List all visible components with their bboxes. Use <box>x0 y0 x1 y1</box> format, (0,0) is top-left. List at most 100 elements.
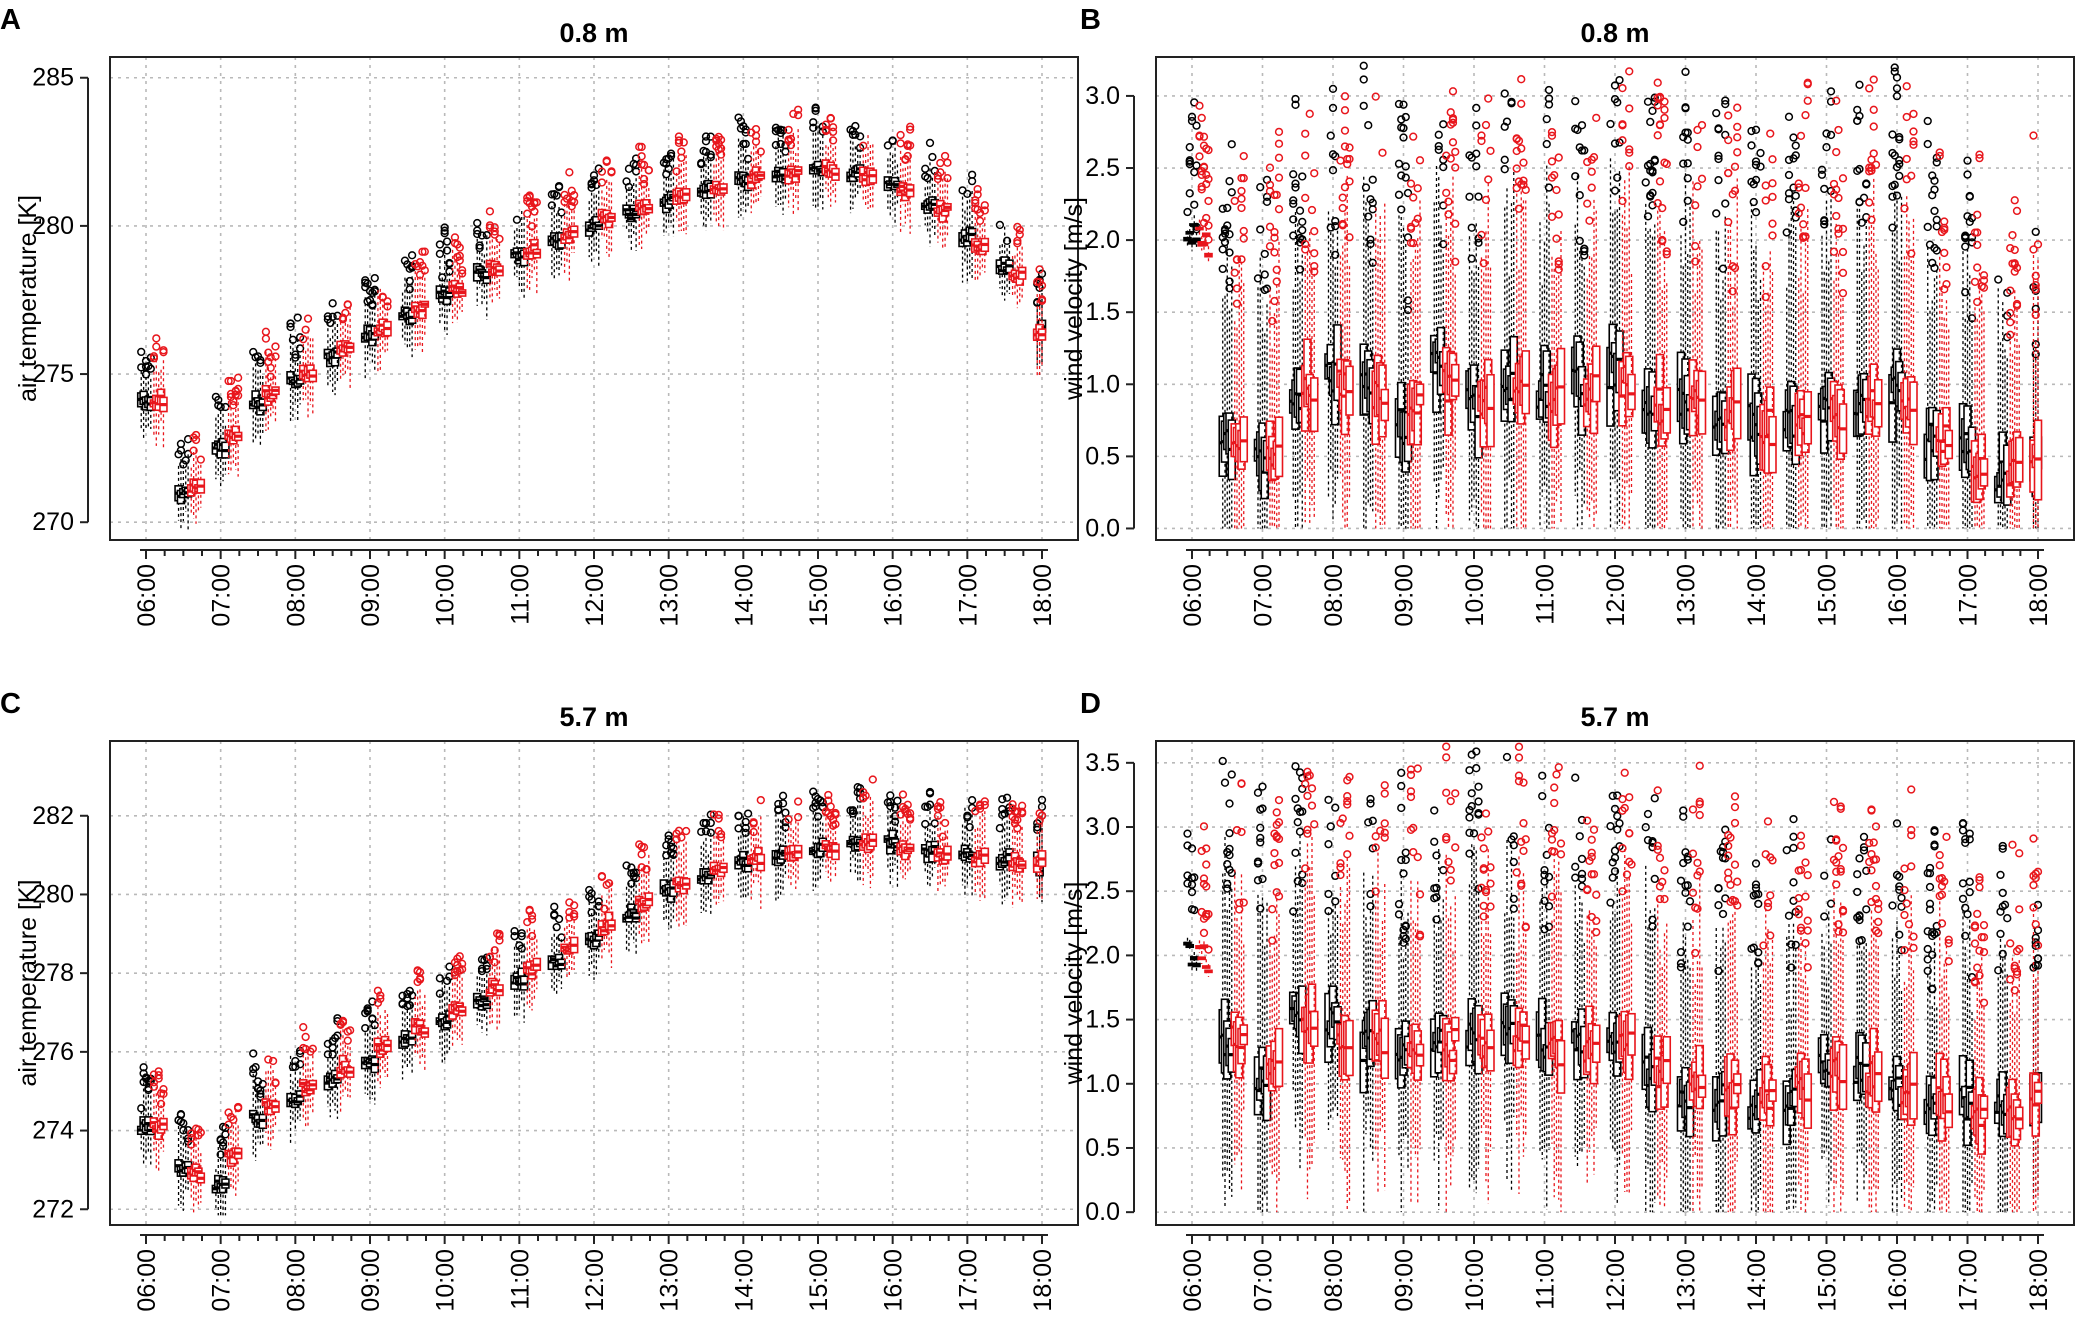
outlier <box>1580 244 1589 254</box>
outlier <box>1451 147 1460 157</box>
x-tick-label: 07:00 <box>208 564 236 627</box>
outlier <box>1343 850 1352 859</box>
outlier <box>1409 132 1418 141</box>
outlier <box>1451 843 1460 852</box>
y-tick-label: 276 <box>32 1038 74 1066</box>
outlier <box>1587 183 1596 192</box>
outlier <box>701 132 711 141</box>
outlier <box>440 226 449 235</box>
outlier <box>1895 135 1904 144</box>
outlier <box>1474 810 1483 819</box>
outlier <box>1394 159 1404 168</box>
outlier <box>251 1062 260 1072</box>
outlier <box>714 810 723 820</box>
outlier <box>1401 855 1410 865</box>
outlier <box>1446 876 1455 885</box>
outlier <box>420 266 429 275</box>
outlier <box>1190 905 1199 915</box>
outlier <box>784 815 793 824</box>
outlier <box>330 1033 340 1043</box>
outlier <box>589 171 599 180</box>
outlier <box>1474 238 1483 247</box>
outlier <box>1220 229 1230 238</box>
outlier <box>1439 240 1448 249</box>
outlier <box>368 300 377 309</box>
outlier <box>1712 108 1721 118</box>
outlier <box>1270 233 1279 242</box>
outlier <box>1514 136 1524 146</box>
outlier <box>1681 104 1690 113</box>
outlier <box>271 1079 280 1088</box>
outlier <box>1519 778 1528 787</box>
outlier <box>1406 770 1416 780</box>
box <box>1486 1029 1495 1072</box>
outlier <box>1310 820 1319 829</box>
plot-frame <box>1155 56 2075 541</box>
outlier <box>1265 222 1275 231</box>
outlier <box>1625 104 1634 113</box>
outlier <box>1655 882 1665 891</box>
outlier <box>1517 144 1526 153</box>
outlier <box>706 818 715 828</box>
outlier <box>903 151 912 161</box>
outlier <box>1331 216 1340 226</box>
outlier <box>813 812 823 821</box>
outlier <box>1791 141 1800 150</box>
outlier <box>1394 910 1404 919</box>
outlier <box>905 125 915 134</box>
outlier <box>1361 183 1371 192</box>
outlier <box>1930 176 1939 185</box>
outlier <box>490 227 499 236</box>
outlier <box>1413 184 1422 193</box>
outlier <box>1820 912 1829 921</box>
outlier <box>1721 199 1730 208</box>
outlier <box>1472 149 1481 158</box>
x-tick-label: 15:00 <box>1814 564 1842 627</box>
outlier <box>435 249 445 258</box>
outlier <box>600 904 609 913</box>
series-red <box>1195 742 2043 1213</box>
outlier <box>778 126 788 135</box>
outlier <box>1434 141 1443 151</box>
outlier <box>1291 794 1300 804</box>
outlier <box>1225 799 1234 808</box>
outlier <box>413 262 422 271</box>
series-red <box>149 775 1047 1216</box>
outlier <box>749 818 758 827</box>
box <box>1591 345 1601 403</box>
outlier <box>1301 129 1310 138</box>
outlier <box>1401 112 1410 122</box>
outlier <box>1641 178 1650 187</box>
outlier <box>2006 308 2015 318</box>
outlier <box>1721 96 1730 105</box>
outlier <box>905 809 915 818</box>
outlier <box>214 395 223 405</box>
outlier <box>896 139 905 148</box>
outlier <box>1975 153 1984 163</box>
outlier <box>1340 106 1350 115</box>
outlier <box>741 828 750 837</box>
outlier <box>2031 227 2040 237</box>
outlier <box>1791 151 1800 160</box>
outlier <box>1199 879 1209 889</box>
outlier <box>1465 192 1474 201</box>
outlier <box>2033 954 2043 963</box>
outlier <box>1643 809 1653 819</box>
box <box>1697 370 1707 435</box>
outlier <box>1324 889 1333 899</box>
outlier <box>1378 148 1387 157</box>
outlier <box>1409 823 1418 833</box>
outlier <box>1695 761 1704 770</box>
outlier <box>482 961 491 970</box>
outlier <box>1754 899 1763 909</box>
outlier <box>2029 131 2038 140</box>
outlier <box>343 1036 352 1045</box>
outlier <box>1730 792 1740 801</box>
outlier <box>1935 148 1944 157</box>
outlier <box>1909 127 1918 136</box>
outlier <box>1923 139 1932 149</box>
outlier <box>1291 94 1300 104</box>
y-axis-label: air temperature [K] <box>14 195 42 402</box>
outlier <box>1697 120 1707 130</box>
outlier <box>1472 764 1481 773</box>
